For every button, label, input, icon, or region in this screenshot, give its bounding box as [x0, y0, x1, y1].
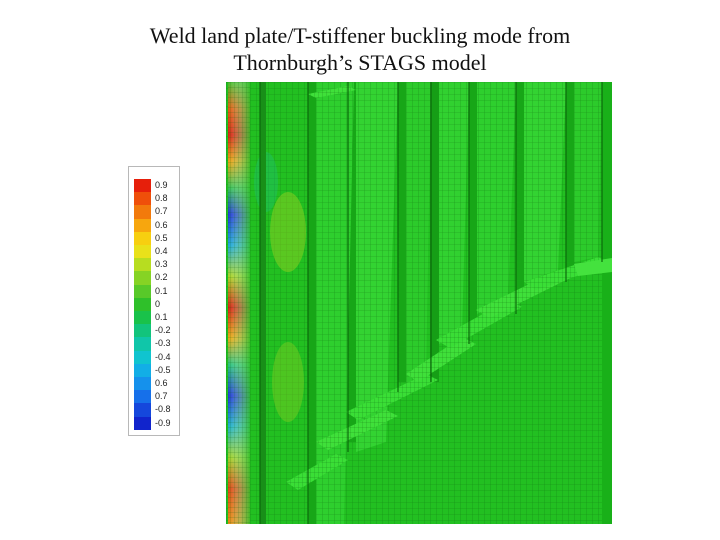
legend-label: 0.2 — [155, 272, 168, 283]
legend-swatch — [134, 297, 151, 311]
legend-label: 0.3 — [155, 259, 168, 270]
legend-label: 0.9 — [155, 180, 168, 190]
legend-label: 0 — [155, 298, 161, 309]
legend-swatch — [134, 271, 151, 285]
legend-label: 0.7 — [155, 206, 168, 217]
legend-swatch — [134, 337, 151, 351]
stiffener-webs — [260, 82, 612, 524]
legend-swatch — [134, 192, 151, 206]
stiffener-caps — [286, 86, 612, 490]
legend-swatch — [134, 403, 151, 417]
legend-swatch — [134, 284, 151, 298]
legend-swatch — [134, 179, 151, 193]
title-line-2: Thornburgh’s STAGS model — [233, 50, 487, 75]
legend-label: -0.8 — [155, 404, 171, 415]
legend-label: -0.3 — [155, 338, 171, 349]
stiffener-edges — [259, 82, 603, 524]
legend-swatch — [134, 390, 151, 404]
figure-title: Weld land plate/T-stiffener buckling mod… — [0, 22, 720, 76]
legend-label: -0.5 — [155, 364, 171, 375]
legend-label: -0.4 — [155, 351, 171, 362]
legend-swatch — [134, 416, 151, 430]
legend-swatch — [134, 324, 151, 338]
legend-swatch — [134, 231, 151, 245]
legend-label: 0.6 — [155, 219, 168, 230]
legend-swatch — [134, 363, 151, 377]
legend-swatch — [134, 311, 151, 325]
legend-swatch — [134, 245, 151, 259]
title-line-1: Weld land plate/T-stiffener buckling mod… — [149, 23, 571, 48]
color-legend: 0.9 0.8 0.7 0.6 0.5 0.4 0.3 0.2 0.1 0 0.1 -0.2 -0.3 -… — [128, 166, 180, 436]
buckling-mode-mesh — [226, 82, 612, 524]
legend-label: 0.5 — [155, 232, 168, 243]
legend-label: 0.1 — [155, 285, 168, 296]
legend-label: 0.4 — [155, 246, 168, 256]
legend-label: 0.1 — [155, 312, 168, 322]
stiffener-flanges — [316, 82, 602, 524]
legend-label: -0.9 — [155, 417, 171, 428]
legend-swatch — [134, 218, 151, 232]
weld-land-strip — [228, 82, 306, 524]
legend-swatch — [134, 258, 151, 272]
legend-swatch — [134, 205, 151, 219]
legend-label: -0.2 — [155, 325, 171, 336]
legend-swatch — [134, 377, 151, 391]
legend-label: 0.6 — [155, 378, 168, 388]
legend-label: 0.7 — [155, 391, 168, 402]
legend-label: 0.8 — [155, 193, 168, 204]
legend-swatch — [134, 350, 151, 364]
